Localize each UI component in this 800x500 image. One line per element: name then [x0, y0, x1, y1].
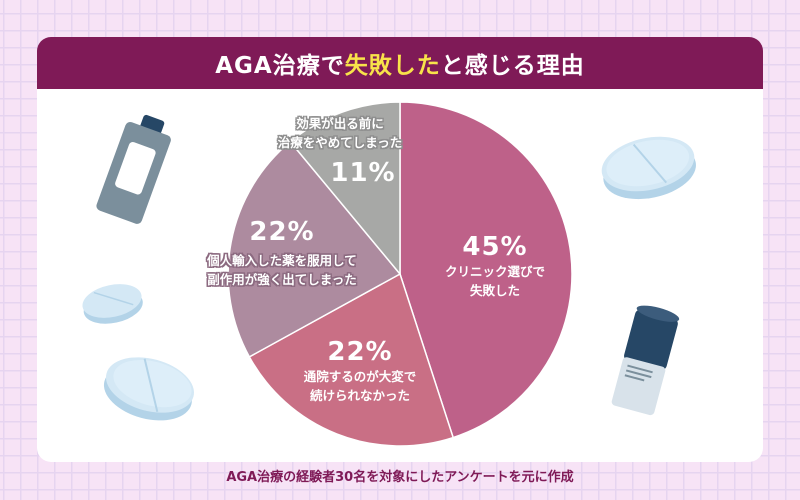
label-clinic: 45% クリニック選びで 失敗した: [420, 232, 570, 300]
pie-slice-clinic[interactable]: [399, 101, 573, 439]
tablet-pill-icon: [82, 284, 143, 324]
medicine-vial-icon: [611, 305, 680, 416]
label-quit: 効果が出る前に 治療をやめてしまった 11%: [265, 114, 415, 188]
label-import: 22% 個人輸入した薬を服用して 副作用が強く出てしまった: [182, 217, 382, 289]
bottle-icon: [96, 114, 171, 224]
label-quit-pct: 11%: [330, 158, 396, 188]
label-commute-pct: 22%: [327, 337, 393, 367]
title-suffix: と感じる理由: [440, 53, 585, 79]
label-import-pct: 22%: [249, 217, 315, 247]
title-prefix: AGA治療で: [215, 53, 345, 79]
label-commute: 22% 通院するのが大変で 続けられなかった: [280, 337, 440, 405]
label-import-line1: 個人輸入した薬を服用して: [207, 253, 357, 268]
label-commute-line2: 続けられなかった: [309, 388, 410, 403]
label-quit-line2: 治療をやめてしまった: [277, 135, 403, 150]
chart-title: AGA治療で 失敗した と感じる理由: [37, 37, 763, 89]
title-highlight: 失敗した: [344, 53, 441, 79]
pie-slice-commute[interactable]: [248, 272, 455, 447]
tablet-pill-icon: [103, 357, 194, 421]
source-note: AGA治療の経験者30名を対象にしたアンケートを元に作成: [226, 470, 574, 485]
tablet-pill-icon: [601, 136, 696, 200]
label-clinic-line1: クリニック選びで: [444, 264, 545, 279]
pie-slice-import-side-effects[interactable]: [227, 140, 402, 358]
label-clinic-pct: 45%: [462, 232, 528, 262]
label-commute-line1: 通院するのが大変で: [303, 369, 417, 384]
label-clinic-line2: 失敗した: [469, 283, 520, 298]
pie-slice-quit-early[interactable]: [289, 101, 401, 277]
label-quit-line1: 効果が出る前に: [296, 116, 384, 131]
label-import-line2: 副作用が強く出てしまった: [207, 272, 357, 287]
